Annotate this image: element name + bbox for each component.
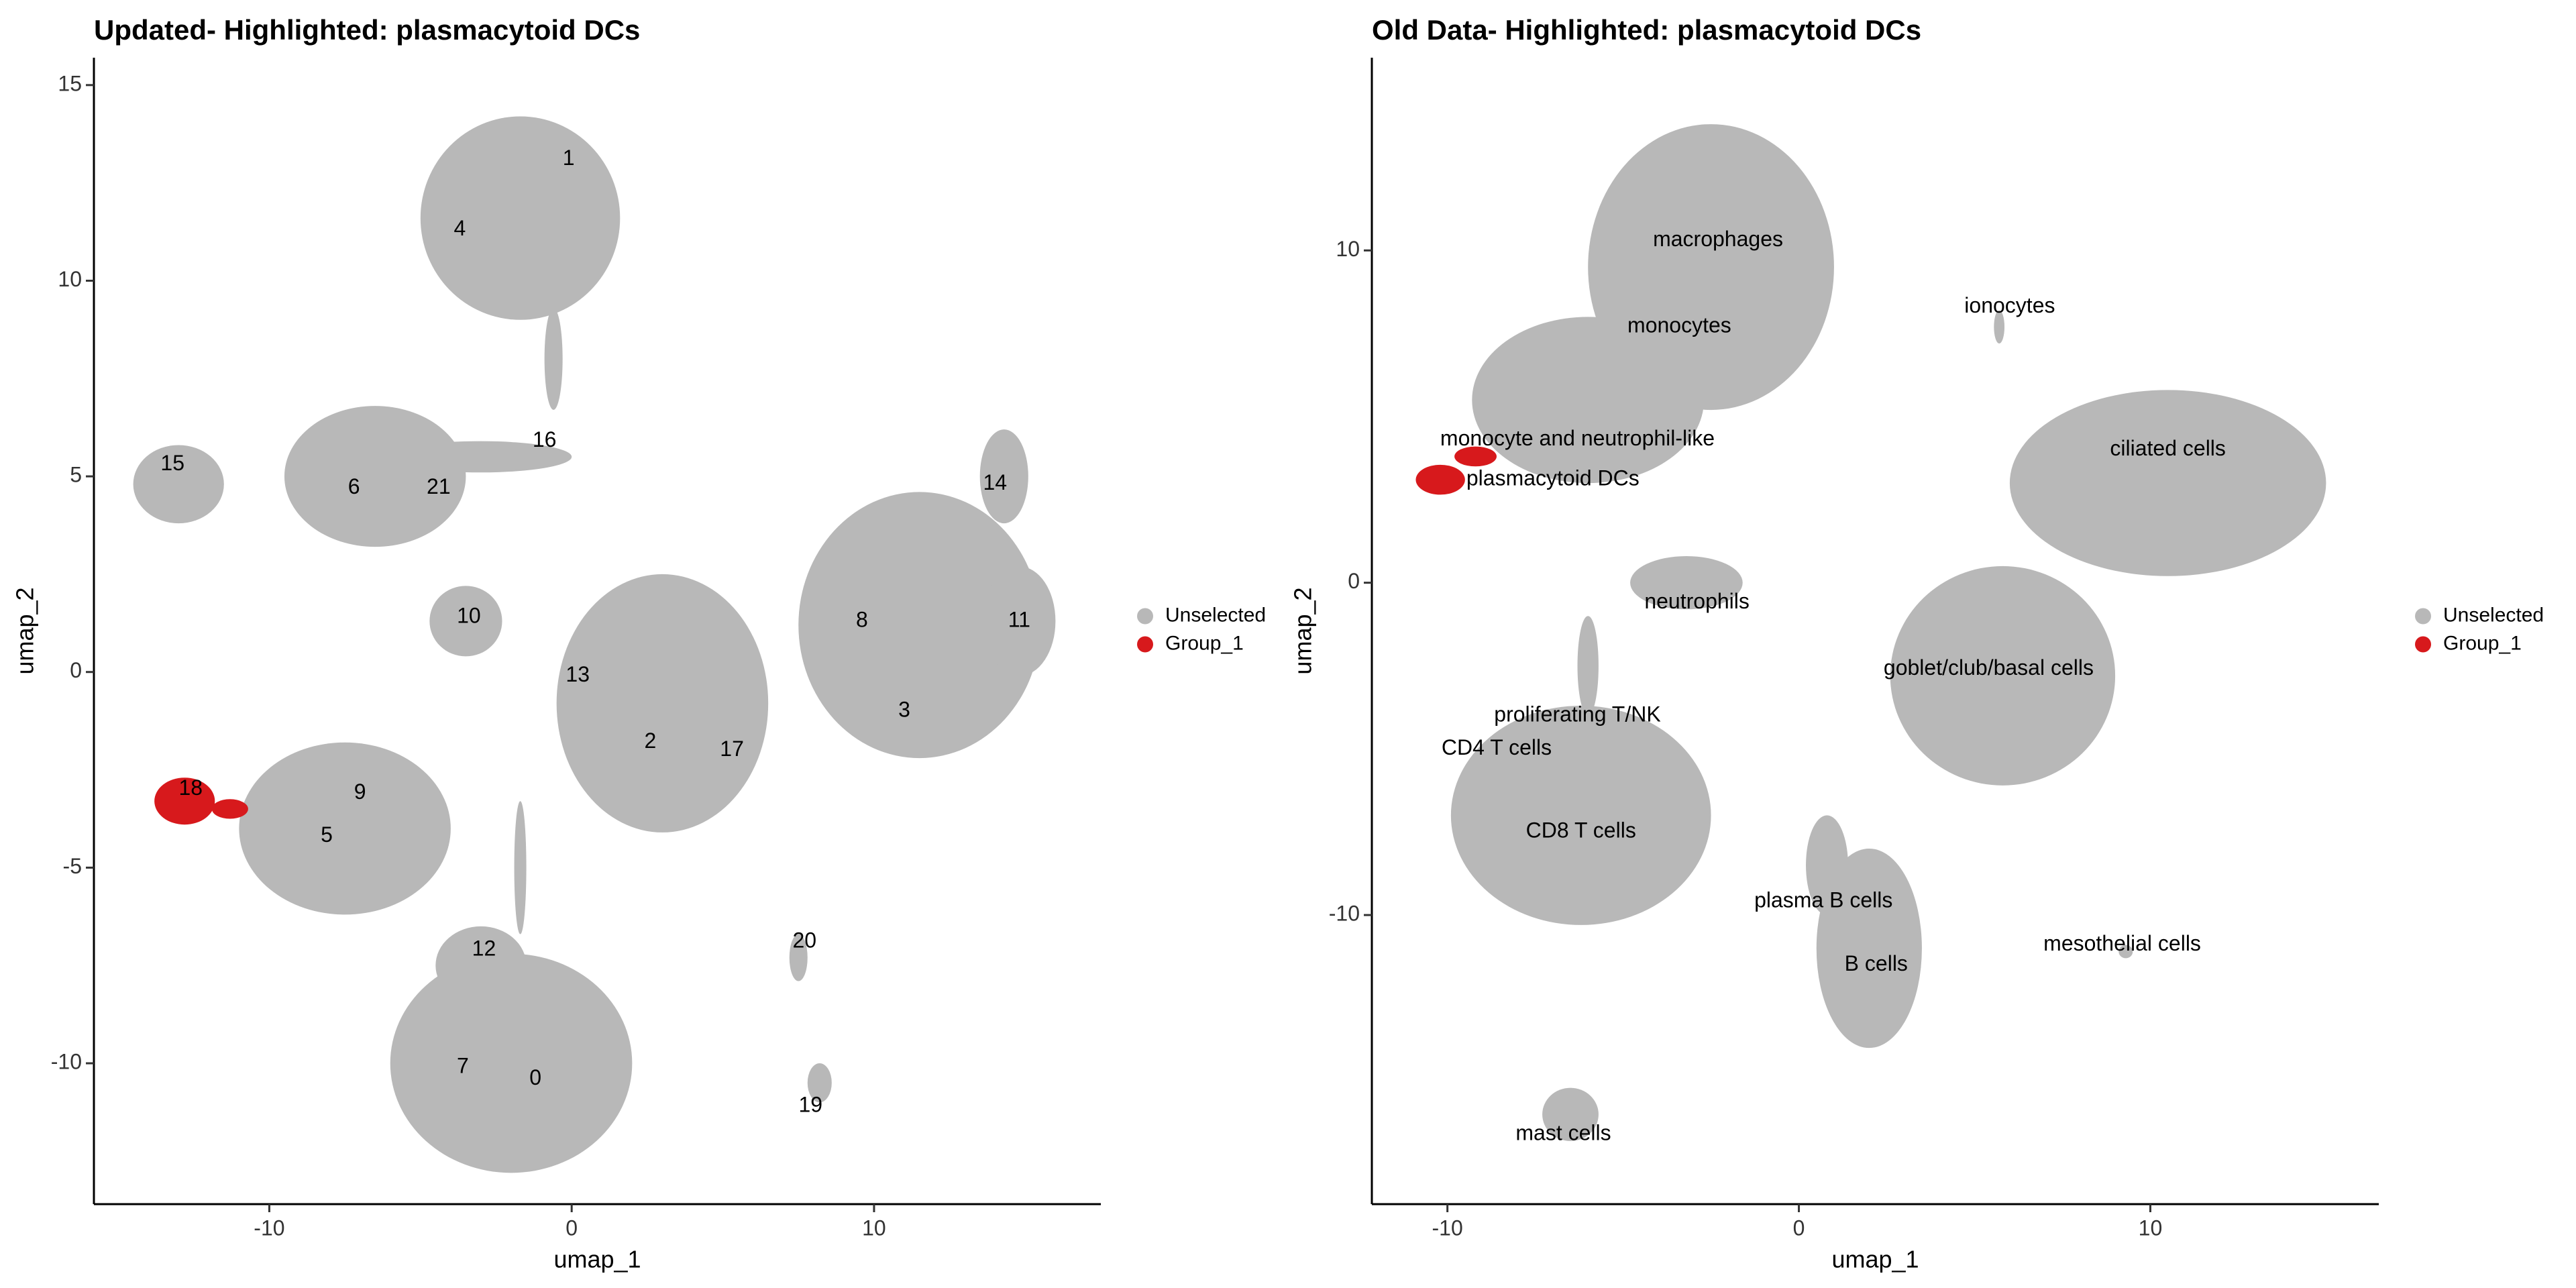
x-tick-label: 10 [2139,1216,2163,1240]
cluster-label: goblet/club/basal cells [1884,655,2094,680]
x-tick-label: 0 [566,1216,578,1240]
cluster-label: plasmacytoid DCs [1466,466,1640,490]
point-cloud [2118,945,2133,959]
cluster-label: 20 [792,928,816,953]
cluster-label: 13 [566,662,590,686]
legend-label: Group_1 [1165,632,1244,654]
x-tick-label: -10 [254,1216,284,1240]
cluster-label: 21 [427,474,451,498]
cluster-label: 7 [457,1053,469,1077]
chart-title: Updated- Highlighted: plasmacytoid DCs [94,14,640,46]
point-cloud [390,953,633,1173]
cluster-label: 15 [160,451,184,475]
cluster-label: 12 [472,936,496,960]
y-tick-label: 0 [70,658,82,682]
point-cloud [435,926,527,1005]
y-tick-label: 0 [1348,569,1360,593]
legend-swatch [1137,608,1153,625]
point-cloud [284,406,466,547]
y-tick-label: 15 [58,71,82,95]
point-cloud [983,566,1056,676]
point-cloud [1816,848,1922,1049]
point-cloud [133,445,224,524]
cluster-label: neutrophils [1644,589,1750,613]
cluster-label: 9 [354,780,366,804]
x-axis-title: umap_1 [1831,1246,1919,1273]
cluster-label: ionocytes [1964,293,2055,317]
cluster-label: 5 [321,822,333,847]
y-tick-label: -10 [51,1049,82,1073]
cluster-label: 3 [898,698,910,722]
cluster-label: monocyte and neutrophil-like [1440,426,1715,450]
cluster-label: 11 [1008,607,1030,631]
point-cloud [789,934,808,981]
chart-title: Old Data- Highlighted: plasmacytoid DCs [1372,14,1921,46]
cluster-label: 2 [644,729,656,753]
y-tick-label: -5 [63,854,82,878]
cluster-label: 6 [348,474,360,498]
point-cloud [544,308,563,410]
x-tick-label: -10 [1432,1216,1463,1240]
legend-swatch [2415,636,2431,653]
cluster-label: 16 [533,427,557,451]
cluster-label: 4 [454,216,466,240]
point-cloud [1542,1087,1599,1141]
point-cloud [1472,317,1705,484]
cluster-label: 17 [720,737,744,761]
point-cloud [420,116,621,320]
point-cloud [239,742,451,915]
point-cloud [1415,464,1465,495]
point-cloud [211,799,248,819]
point-cloud [1630,556,1743,610]
cluster-label: 19 [798,1093,822,1117]
cluster-label: 14 [983,470,1007,494]
point-cloud [979,429,1028,524]
cluster-label: macrophages [1653,227,1783,251]
point-cloud [807,1063,832,1103]
cluster-label: 0 [529,1065,541,1089]
y-axis-title: umap_2 [1289,587,1317,674]
point-cloud [556,574,769,833]
legend-swatch [2415,608,2431,625]
cluster-label: CD8 T cells [1526,818,1636,843]
y-tick-label: 5 [70,463,82,487]
point-cloud [390,441,572,473]
cluster-label: proliferating T/NK [1494,702,1660,726]
x-axis-title: umap_1 [553,1246,641,1273]
point-cloud [429,586,502,657]
cluster-label: plasma B cells [1754,888,1892,912]
point-cloud [2009,390,2326,576]
cluster-label: B cells [1845,951,1908,975]
x-tick-label: 0 [1793,1216,1805,1240]
point-cloud [1454,446,1497,467]
cluster-label: mast cells [1515,1120,1611,1144]
cluster-label: 18 [178,775,203,800]
point-cloud [1890,566,2116,786]
point-cloud [154,777,215,825]
cluster-label: ciliated cells [2110,436,2226,460]
point-cloud [514,801,527,934]
point-cloud [1450,705,1711,925]
cluster-label: 8 [856,607,868,631]
point-cloud [1577,616,1599,716]
y-tick-label: -10 [1329,901,1360,925]
legend-label: Unselected [2443,604,2544,626]
cluster-label: CD4 T cells [1442,735,1552,759]
y-axis-title: umap_2 [11,587,39,674]
point-cloud [1806,815,1848,916]
legend-label: Group_1 [2443,632,2522,654]
y-tick-label: 10 [1336,237,1360,261]
cluster-label: mesothelial cells [2043,931,2201,955]
y-tick-label: 10 [58,267,82,291]
x-tick-label: 10 [862,1216,886,1240]
legend-swatch [1137,636,1153,653]
cluster-label: monocytes [1627,313,1731,337]
legend-label: Unselected [1165,604,1266,626]
cluster-label: 1 [563,146,575,170]
point-cloud [1994,310,2005,344]
point-cloud [798,492,1040,759]
cluster-label: 10 [457,604,481,628]
